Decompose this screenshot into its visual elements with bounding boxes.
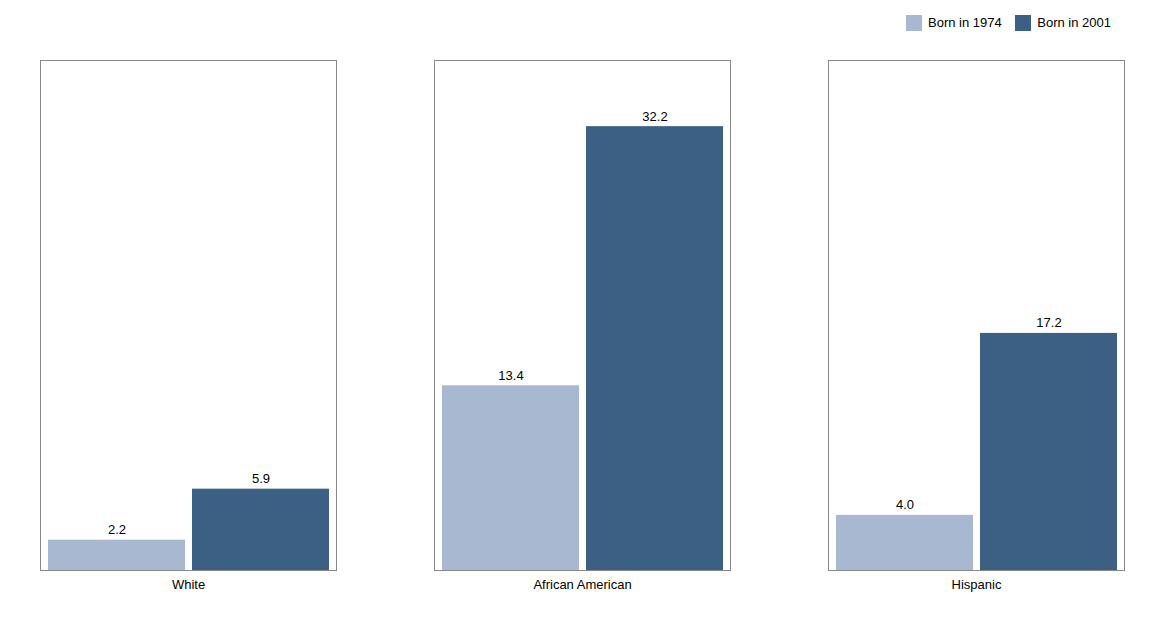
svg-text:Hispanic: Hispanic — [952, 577, 1002, 592]
svg-text:White: White — [172, 577, 205, 592]
html-text:Born in 1974: Born in 1974 — [928, 15, 1002, 30]
html-text:Born in 2001: Born in 2001 — [1037, 15, 1111, 30]
svg-text:5.9: 5.9 — [252, 471, 270, 486]
svg-text:13.4: 13.4 — [498, 368, 523, 383]
svg-text:2.2: 2.2 — [108, 522, 126, 537]
svg-text:32.2: 32.2 — [642, 109, 667, 124]
svg-text:4.0: 4.0 — [896, 497, 914, 512]
svg-text:17.2: 17.2 — [1036, 315, 1061, 330]
svg-text:African American: African American — [533, 577, 631, 592]
